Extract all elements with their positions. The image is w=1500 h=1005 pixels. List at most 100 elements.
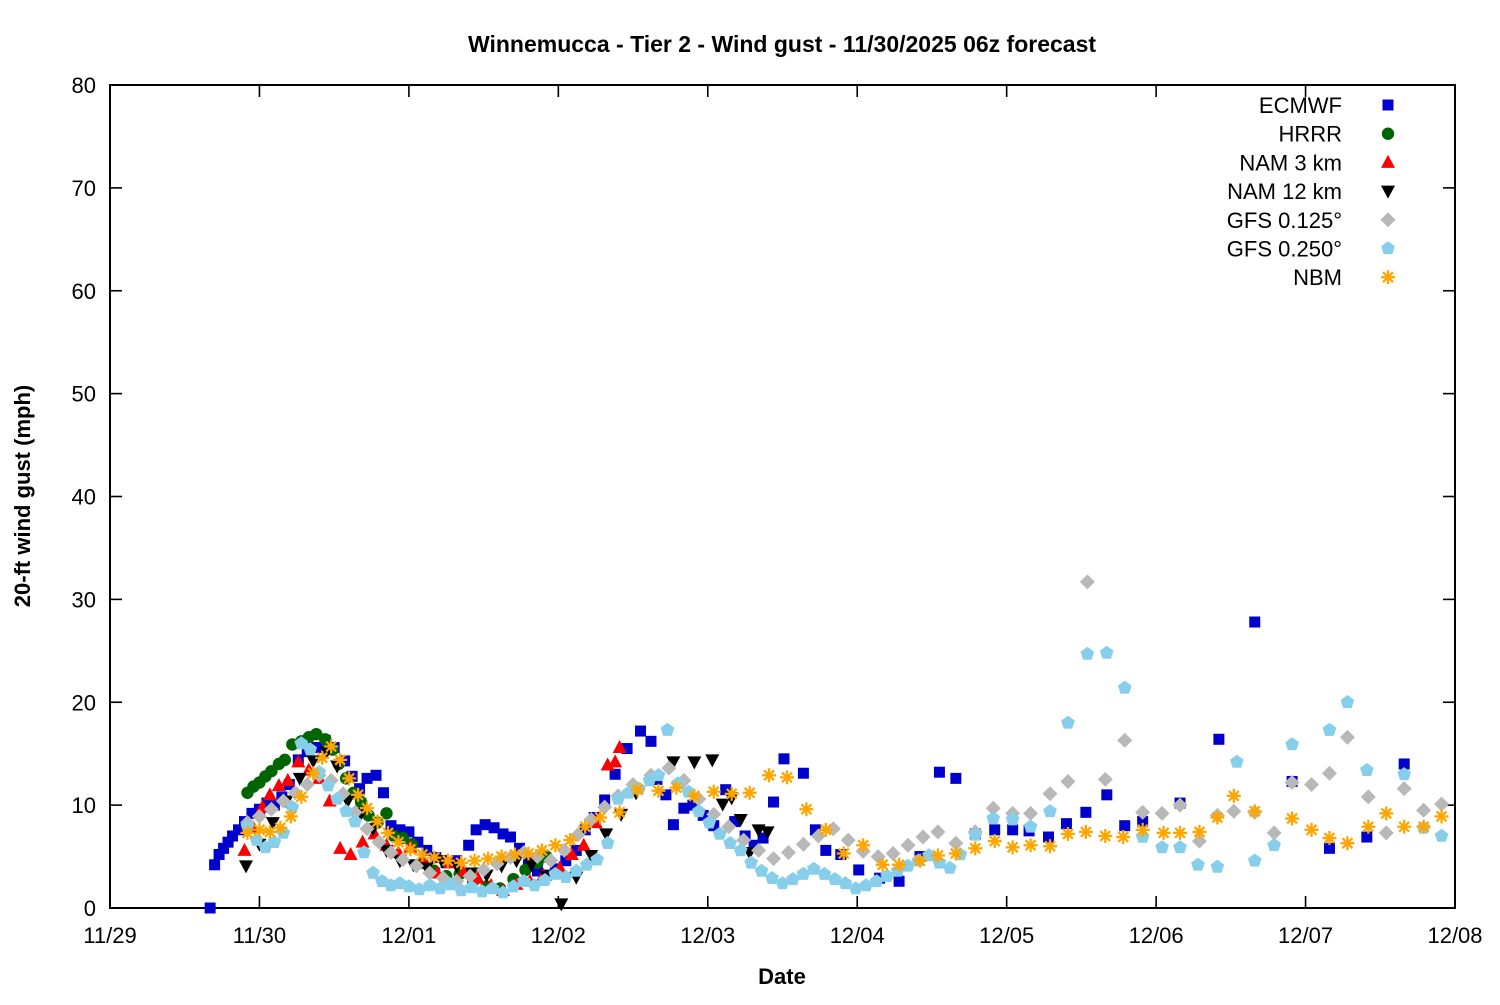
data-point-diamond	[766, 851, 782, 867]
data-point-square	[361, 772, 373, 784]
data-point-square	[488, 822, 500, 834]
data-point-diamond	[408, 858, 424, 874]
data-point-asterisk	[799, 802, 814, 817]
x-tick-label: 12/08	[1427, 923, 1482, 948]
data-point-diamond	[371, 834, 387, 850]
y-tick-label: 10	[72, 793, 96, 818]
data-point-pentagon	[475, 884, 489, 898]
data-point-asterisk	[1005, 840, 1020, 855]
data-point-pentagon	[901, 858, 915, 872]
data-point-pentagon	[869, 874, 884, 888]
data-point-asterisk	[240, 825, 255, 840]
x-tick-label: 12/03	[680, 923, 735, 948]
data-point-diamond	[462, 868, 478, 884]
x-tick-label: 12/04	[830, 923, 885, 948]
data-point-diamond	[422, 865, 438, 881]
data-point-pentagon	[744, 855, 758, 869]
data-point-square	[570, 844, 582, 856]
data-point-pentagon	[339, 804, 353, 818]
data-point-asterisk	[1210, 810, 1225, 825]
data-point-triangle-down	[265, 817, 280, 831]
data-point-triangle-up	[355, 834, 370, 848]
data-point-triangle-up	[1381, 154, 1395, 168]
data-point-asterisk	[403, 842, 418, 857]
data-point-asterisk	[1434, 809, 1449, 824]
data-point-square	[667, 819, 679, 831]
data-point-pentagon	[402, 879, 416, 893]
data-point-pentagon	[366, 865, 380, 879]
data-point-diamond	[721, 819, 737, 835]
data-point-diamond	[1378, 825, 1394, 841]
data-point-diamond	[915, 829, 931, 845]
data-point-pentagon	[590, 852, 604, 866]
data-point-asterisk	[724, 786, 739, 801]
data-point-asterisk	[415, 847, 430, 862]
data-point-diamond	[661, 760, 677, 776]
data-point-diamond	[476, 862, 492, 878]
data-point-square	[729, 816, 741, 828]
data-point-triangle-up	[608, 754, 623, 768]
data-point-pentagon	[412, 882, 427, 896]
data-point-square	[233, 824, 245, 836]
data-point-pentagon	[1360, 762, 1374, 776]
data-point-diamond	[1097, 771, 1113, 787]
data-point-square	[950, 772, 962, 784]
data-point-square	[560, 855, 572, 867]
data-point-triangle-up	[237, 842, 252, 856]
data-point-pentagon	[1043, 804, 1057, 818]
data-point-triangle-down	[760, 826, 775, 840]
data-point-pentagon	[986, 811, 1001, 825]
data-point-asterisk	[1322, 831, 1337, 846]
data-point-triangle-down	[687, 756, 702, 770]
data-point-asterisk	[779, 770, 794, 785]
data-point-asterisk	[351, 787, 366, 802]
data-point-square	[1007, 824, 1019, 836]
data-point-pentagon	[464, 880, 479, 894]
data-point-pentagon	[454, 883, 468, 897]
data-point-diamond	[1266, 825, 1282, 841]
data-point-square	[933, 766, 945, 778]
data-point-asterisk	[968, 841, 983, 856]
data-point-asterisk	[370, 814, 385, 829]
data-point-square	[497, 828, 509, 840]
data-point-diamond	[1416, 802, 1432, 818]
data-point-square	[809, 824, 821, 836]
data-point-diamond	[556, 842, 572, 858]
data-point-pentagon	[496, 885, 510, 899]
data-point-pentagon	[538, 873, 552, 886]
data-point-diamond	[1154, 805, 1170, 821]
data-point-square	[645, 735, 657, 747]
data-point-diamond	[1172, 797, 1188, 813]
data-point-asterisk	[875, 857, 890, 872]
data-point-square	[1101, 789, 1113, 801]
data-point-asterisk	[494, 849, 509, 864]
x-tick-label: 12/07	[1278, 923, 1333, 948]
data-point-square	[209, 859, 221, 871]
data-point-triangle-up	[262, 787, 277, 801]
data-point-diamond	[780, 844, 796, 860]
data-point-pentagon	[1340, 695, 1355, 709]
data-point-diamond	[1023, 805, 1039, 821]
data-point-square	[621, 743, 633, 755]
data-point-square	[227, 830, 239, 842]
data-point-square	[222, 836, 234, 848]
data-point-square	[1043, 831, 1055, 843]
data-point-asterisk	[481, 851, 496, 866]
data-point-pentagon	[600, 836, 615, 849]
data-point-asterisk	[593, 810, 608, 825]
data-point-asterisk	[1192, 824, 1207, 839]
data-point-pentagon	[357, 845, 371, 859]
data-point-asterisk	[1340, 836, 1355, 851]
data-point-diamond	[1191, 833, 1207, 849]
data-point-pentagon	[611, 791, 625, 805]
data-point-square	[893, 875, 905, 887]
data-point-pentagon	[1080, 646, 1095, 660]
data-point-asterisk	[252, 822, 267, 837]
data-point-square	[385, 820, 397, 832]
data-point-pentagon	[1285, 737, 1299, 751]
data-point-asterisk	[892, 857, 907, 872]
legend-item-gfs-0-125-: GFS 0.125°	[1227, 208, 1396, 233]
series-ecmwf	[204, 616, 1410, 914]
data-point-square	[1213, 733, 1225, 745]
